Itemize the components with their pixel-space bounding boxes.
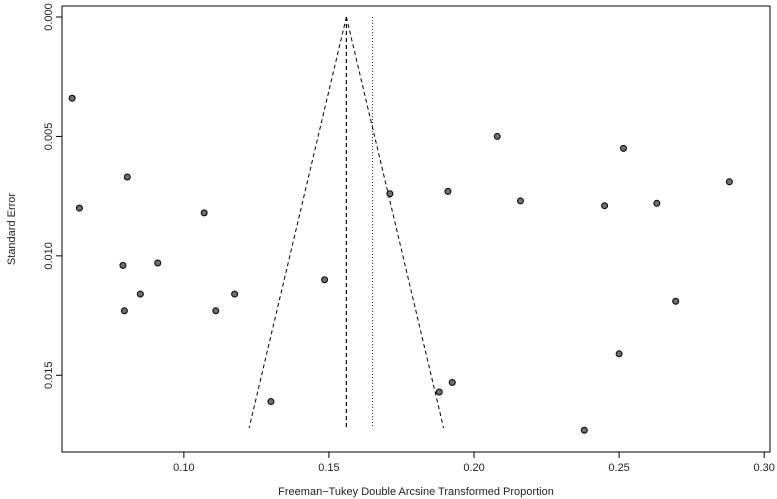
data-point <box>435 388 443 396</box>
x-axis-title: Freeman−Tukey Double Arcsine Transformed… <box>278 486 554 498</box>
funnel-left-limit <box>248 16 347 428</box>
data-point <box>123 173 131 181</box>
data-point <box>493 132 501 140</box>
y-axis: 0.000 0.005 0.010 0.015 <box>43 3 62 389</box>
x-axis: 0.10 0.15 0.20 0.25 0.30 <box>173 452 775 474</box>
data-point <box>120 307 128 315</box>
plot-frame <box>61 5 771 453</box>
data-point <box>231 290 239 298</box>
x-tick-label: 0.25 <box>608 462 629 474</box>
data-point <box>75 204 83 212</box>
data-point <box>619 144 627 152</box>
data-point <box>615 350 623 358</box>
data-point <box>386 190 394 198</box>
data-point <box>68 94 76 102</box>
data-point <box>136 290 144 298</box>
x-tick-label: 0.15 <box>318 462 339 474</box>
data-point <box>601 202 609 210</box>
data-point <box>653 199 661 207</box>
x-tick-label: 0.30 <box>753 462 774 474</box>
y-axis-title: Standard Error <box>6 193 18 265</box>
data-point <box>212 307 220 315</box>
data-point <box>444 187 452 195</box>
funnel-right-limit <box>345 16 445 428</box>
data-point <box>448 378 456 386</box>
data-points <box>68 94 733 434</box>
data-point <box>580 426 588 434</box>
data-point <box>321 276 329 284</box>
y-tick-label: 0.005 <box>43 123 55 151</box>
data-point <box>672 297 680 305</box>
y-tick-label: 0.015 <box>43 362 55 390</box>
x-tick-label: 0.20 <box>463 462 484 474</box>
x-tick-label: 0.10 <box>173 462 194 474</box>
data-point <box>725 178 733 186</box>
data-point <box>516 197 524 205</box>
y-tick-label: 0.000 <box>43 3 55 31</box>
funnel-lines <box>248 16 445 428</box>
y-tick-label: 0.010 <box>43 242 55 270</box>
data-point <box>119 261 127 269</box>
data-point <box>267 398 275 406</box>
data-point <box>200 209 208 217</box>
data-point <box>154 259 162 267</box>
